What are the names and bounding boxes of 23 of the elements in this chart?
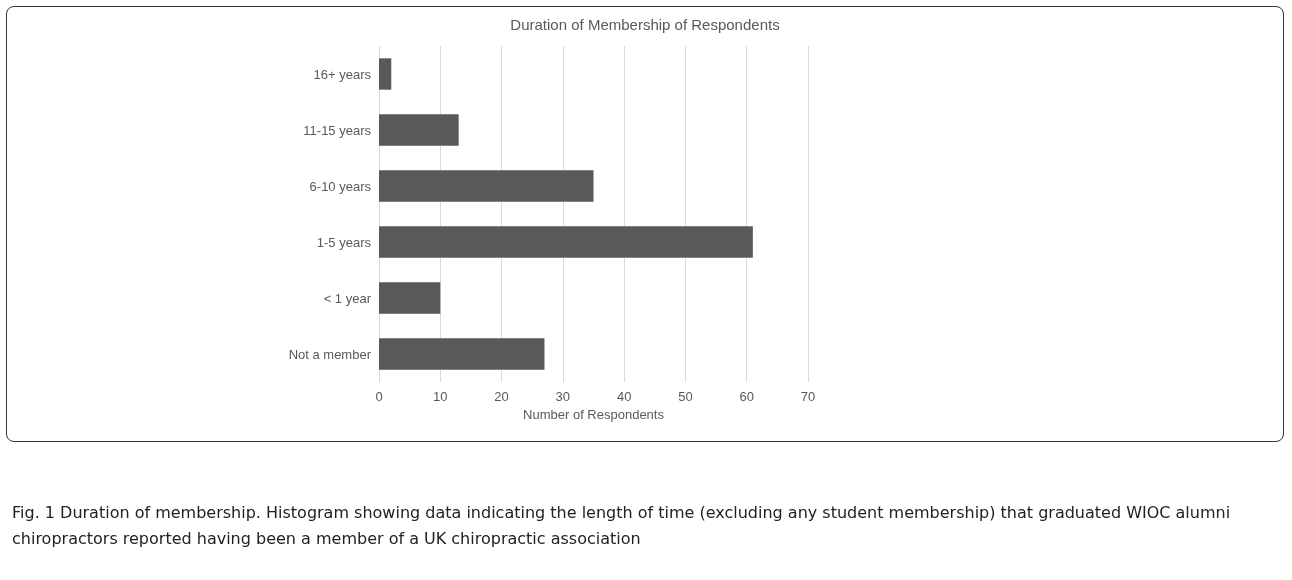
x-tick-label: 60 [739, 389, 754, 404]
x-tick-label: 10 [433, 389, 448, 404]
caption: Fig. 1 Duration of membership. Histogram showing data indicating the length of time (excluding any student membership) that graduated WIOC alumni chiropractors reported having been a member of a UK chiropractic association [12, 502, 1232, 550]
bar [379, 226, 753, 258]
y-tick-label: 16+ years [313, 66, 372, 82]
x-tick-label: 30 [555, 389, 571, 404]
x-tick-label: 20 [494, 389, 509, 404]
x-tick-label: 70 [800, 389, 816, 404]
y-tick-label: 11-15 years [303, 122, 372, 138]
x-tick-label: 0 [375, 389, 383, 404]
y-tick-label: < 1 year [323, 290, 372, 306]
bar [379, 282, 441, 314]
chart-title: Duration of Membership of Respondents [510, 16, 780, 33]
x-axis-title: Number of Respondents [523, 406, 665, 422]
y-tick-label: Not a member [288, 346, 372, 362]
bar [379, 58, 392, 90]
x-tick-label: 40 [616, 389, 632, 404]
bar [379, 114, 459, 146]
bar [379, 338, 545, 370]
bar [379, 170, 594, 202]
x-tick-label: 50 [678, 389, 693, 404]
y-tick-label: 1-5 years [316, 234, 372, 250]
y-tick-label: 6-10 years [309, 178, 372, 194]
